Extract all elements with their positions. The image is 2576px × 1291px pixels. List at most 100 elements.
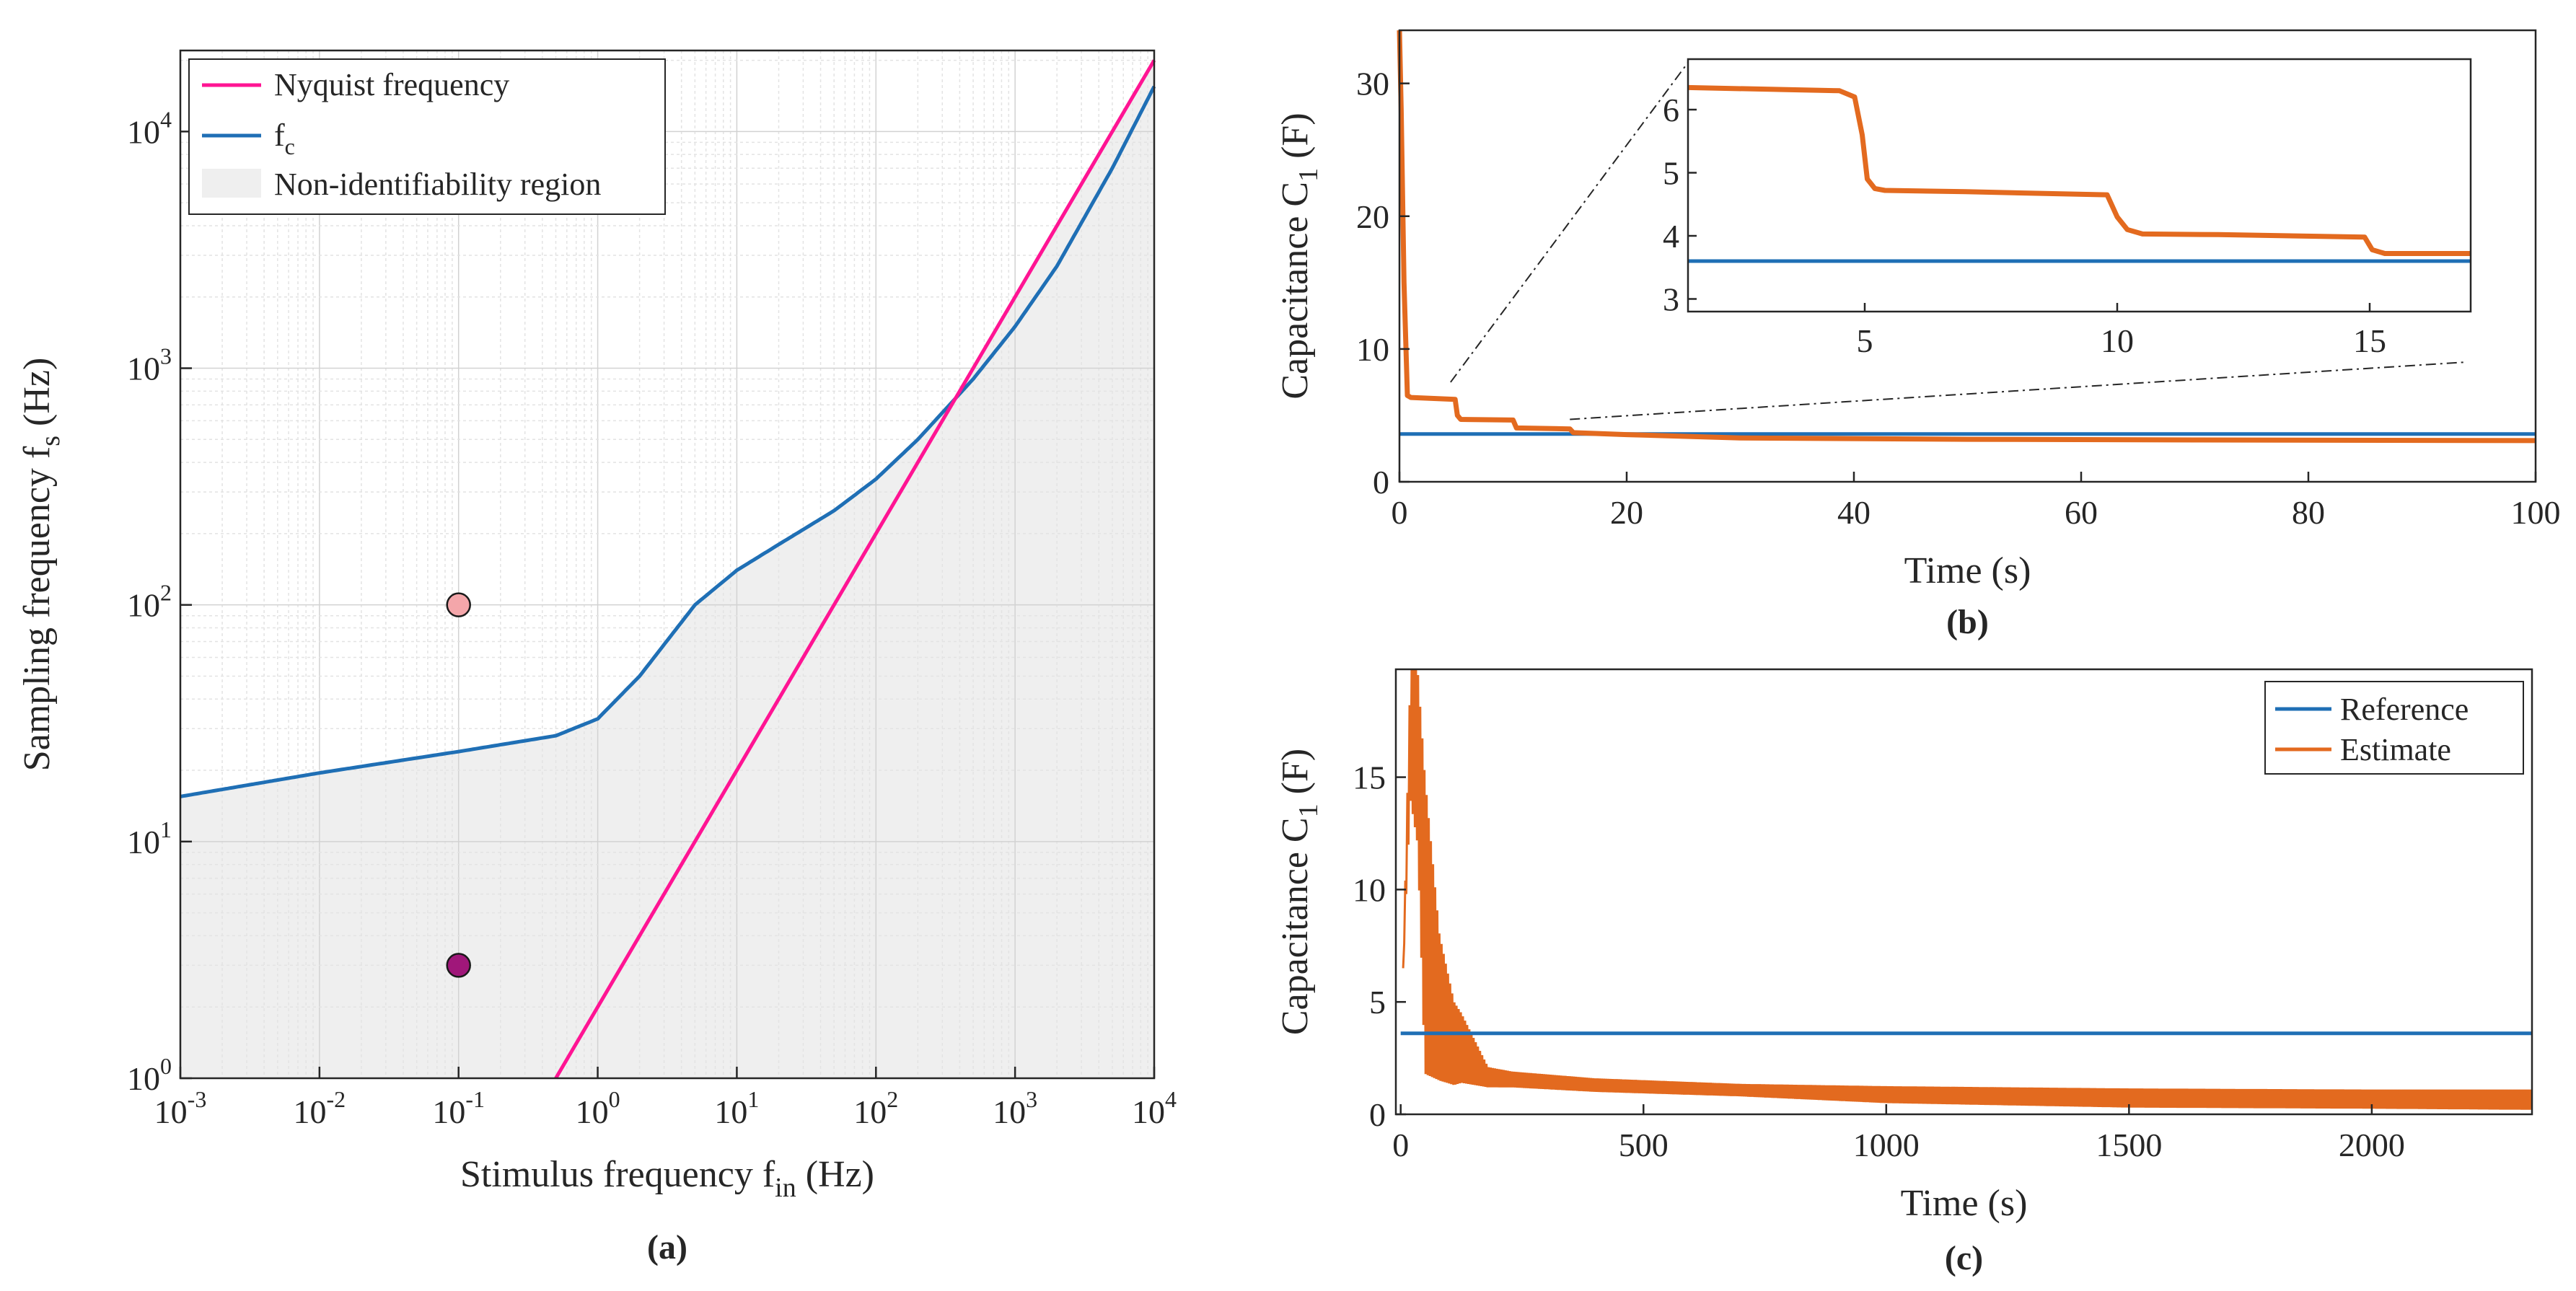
a-ylabel-sub: s bbox=[35, 436, 66, 446]
b-inset-xtick-label: 5 bbox=[1857, 322, 1873, 359]
c-ytick-label: 0 bbox=[1369, 1096, 1386, 1133]
a-xtick-label: 10-3 bbox=[154, 1086, 207, 1130]
b-xtick-label: 80 bbox=[2292, 494, 2325, 531]
b-ytick-label: 0 bbox=[1373, 464, 1389, 501]
a-region-fill bbox=[180, 60, 1154, 1079]
a-legend-label-region: Non-identifiability region bbox=[274, 167, 601, 202]
a-legend-text: Non-identifiability region bbox=[274, 167, 601, 202]
a-xtick-base: 10 bbox=[576, 1093, 609, 1130]
b-inset-background bbox=[1688, 59, 2471, 312]
panel-c: 0 500 1000 1500 2000 0 5 10 15 Reference Estimate… bbox=[1275, 668, 2533, 1277]
a-xtick-label: 103 bbox=[993, 1086, 1037, 1130]
a-series-fc bbox=[180, 85, 1156, 798]
a-x-axis-label: Stimulus frequency fin (Hz) bbox=[460, 1154, 874, 1203]
b-inset-xtick-label: 15 bbox=[2353, 322, 2386, 359]
a-xtick-base: 10 bbox=[432, 1093, 465, 1130]
b-y-axis-label: Capacitance C1 (F) bbox=[1275, 113, 1324, 399]
c-plot bbox=[1400, 669, 2533, 1110]
b-xtick-label: 20 bbox=[1610, 494, 1643, 531]
b-axes-frame bbox=[1398, 29, 2537, 483]
a-legend-swatch-region bbox=[202, 169, 261, 198]
a-xlabel-main: Stimulus frequency f bbox=[460, 1154, 775, 1195]
a-legend-label-fc: fc bbox=[274, 118, 295, 159]
b-plot bbox=[1397, 30, 2536, 444]
c-ytick-label: 15 bbox=[1353, 759, 1386, 796]
panel-b: 0 20 40 60 80 100 0 10 20 30 5 10 15 3 4 5 6 Time (s) C… bbox=[1275, 29, 2561, 641]
b-inset-ytick-label: 6 bbox=[1663, 92, 1679, 128]
b-series-estimate bbox=[1397, 30, 2536, 444]
a-ylabel-unit: (Hz) bbox=[17, 358, 58, 436]
c-xtick-label: 2000 bbox=[2339, 1127, 2405, 1163]
b-connector-lower bbox=[1570, 361, 2468, 420]
b-inset-ytick-label: 3 bbox=[1663, 281, 1679, 318]
a-ytick-base: 10 bbox=[127, 1060, 160, 1097]
b-connector-upper bbox=[1450, 60, 1690, 383]
a-xtick-exp: 0 bbox=[609, 1086, 620, 1112]
b-xtick-label: 60 bbox=[2065, 494, 2098, 531]
b-inset-series-estimate bbox=[1687, 84, 2471, 256]
a-points bbox=[446, 592, 471, 978]
c-axes-frame bbox=[1394, 668, 2533, 1116]
b-inset-connectors bbox=[1450, 60, 2468, 420]
c-legend-label-estimate: Estimate bbox=[2340, 732, 2451, 767]
a-ytick-label: 100 bbox=[127, 1053, 172, 1097]
c-legend: Reference Estimate bbox=[2264, 681, 2524, 775]
a-xtick-exp: -1 bbox=[465, 1086, 485, 1112]
a-xtick-exp: -3 bbox=[188, 1086, 207, 1112]
a-axes-frame bbox=[179, 49, 1156, 1080]
a-ytick-exp: 3 bbox=[160, 343, 172, 369]
a-xtick-label: 10-1 bbox=[432, 1086, 485, 1130]
b-ylabel-unit: (F) bbox=[1275, 113, 1316, 168]
a-ytick-exp: 1 bbox=[160, 816, 172, 842]
c-ytick-label: 10 bbox=[1353, 871, 1386, 908]
a-xtick-base: 10 bbox=[993, 1093, 1026, 1130]
a-ytick-base: 10 bbox=[127, 113, 160, 150]
a-xtick-label: 100 bbox=[576, 1086, 620, 1130]
b-xtick-label: 0 bbox=[1392, 494, 1408, 531]
c-y-axis-label: Capacitance C1 (F) bbox=[1275, 749, 1324, 1035]
b-inset-ytick-label: 5 bbox=[1663, 155, 1679, 192]
a-ytick-label: 102 bbox=[127, 580, 172, 624]
a-ylabel-main: Sampling frequency f bbox=[17, 446, 58, 771]
a-xtick-exp: 4 bbox=[1165, 1086, 1177, 1112]
c-ytick-label: 5 bbox=[1369, 984, 1386, 1021]
a-ytick-exp: 0 bbox=[160, 1053, 172, 1079]
a-xtick-label: 10-2 bbox=[294, 1086, 346, 1130]
a-xlabel-sub: in bbox=[775, 1173, 796, 1203]
a-xtick-base: 10 bbox=[853, 1093, 887, 1130]
b-inset-xtick-label: 10 bbox=[2101, 322, 2134, 359]
a-ytick-base: 10 bbox=[127, 587, 160, 624]
a-ytick-exp: 2 bbox=[160, 580, 172, 606]
b-x-axis-label: Time (s) bbox=[1904, 550, 2031, 591]
b-ylabel-main: Capacitance C bbox=[1275, 182, 1316, 400]
a-legend-text: f bbox=[274, 118, 285, 153]
b-ytick-label: 20 bbox=[1356, 198, 1389, 235]
a-xtick-base: 10 bbox=[294, 1093, 327, 1130]
a-series-nyquist bbox=[554, 59, 1156, 1080]
a-legend-sub: c bbox=[285, 133, 295, 159]
a-xtick-base: 10 bbox=[154, 1093, 188, 1130]
c-xtick-label: 1000 bbox=[1853, 1127, 1920, 1163]
c-ylabel-sub: 1 bbox=[1293, 803, 1324, 817]
a-lines bbox=[180, 59, 1156, 1080]
panel-a: 10-3 10-2 10-1 100 101 102 103 1041001011021031… bbox=[17, 49, 1177, 1266]
c-ylabel-unit: (F) bbox=[1275, 749, 1316, 804]
b-xtick-label: 100 bbox=[2511, 494, 2561, 531]
a-xtick-exp: -2 bbox=[327, 1086, 346, 1112]
c-legend-label-reference: Reference bbox=[2340, 692, 2469, 727]
a-ytick-label: 104 bbox=[127, 106, 172, 150]
a-xtick-label: 101 bbox=[714, 1086, 759, 1130]
a-ytick-label: 101 bbox=[127, 816, 172, 860]
c-caption: (c) bbox=[1945, 1239, 1983, 1277]
a-non-identifiability-region bbox=[180, 60, 1154, 1079]
b-inset-ytick-label: 4 bbox=[1663, 218, 1679, 255]
c-xtick-label: 0 bbox=[1392, 1127, 1409, 1163]
a-ytick-label: 103 bbox=[127, 343, 172, 387]
b-xtick-label: 40 bbox=[1837, 494, 1871, 531]
a-marker-1 bbox=[446, 953, 471, 978]
c-x-axis-label: Time (s) bbox=[1901, 1183, 2028, 1224]
c-series-estimate bbox=[1402, 669, 2533, 1110]
b-ylabel-sub: 1 bbox=[1293, 168, 1324, 182]
a-ytick-base: 10 bbox=[127, 351, 160, 387]
